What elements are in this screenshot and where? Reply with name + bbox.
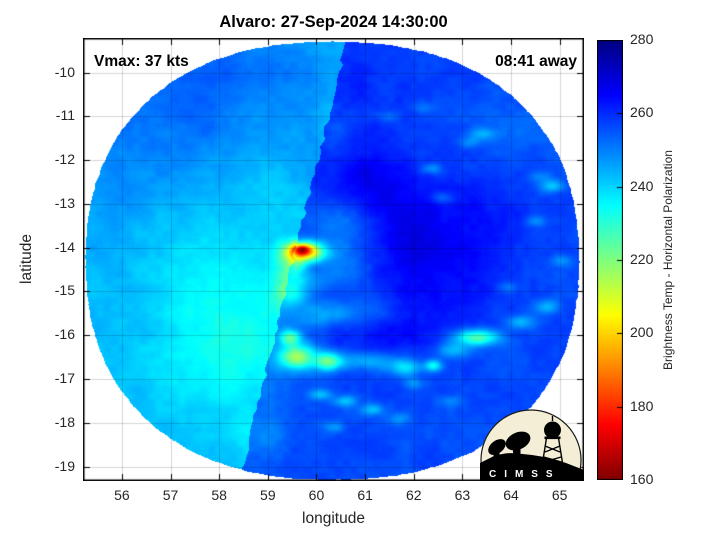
cimss-logo: C I M S S	[480, 409, 584, 481]
colorbar-tick-label: 260	[630, 104, 654, 121]
y-tick-label: -11	[55, 107, 75, 124]
y-tick-label: -16	[54, 326, 75, 343]
x-tick-label: 57	[162, 487, 179, 503]
x-tick-label: 61	[357, 487, 373, 503]
y-tick-label: -15	[54, 282, 75, 299]
time-away-annotation: 08:41 away	[495, 53, 577, 70]
x-tick-label: 62	[405, 487, 422, 503]
y-tick-label: -13	[54, 194, 75, 211]
x-tick-label: 56	[114, 487, 130, 503]
colorbar-tick-label: 200	[630, 324, 654, 341]
colorbar-tick-label: 280	[630, 31, 654, 47]
colorbar-tick-label: 220	[630, 251, 654, 267]
satellite-dish-icon	[488, 431, 531, 459]
logo-text: C I M S S	[489, 469, 555, 480]
x-tick-label: 60	[308, 487, 325, 503]
vmax-annotation: Vmax: 37 kts	[94, 53, 189, 70]
x-tick-label: 65	[551, 487, 568, 503]
y-tick-label: -10	[54, 63, 75, 80]
brightness-temp-map	[83, 38, 584, 481]
y-tick-label: -19	[54, 457, 75, 474]
water-tower-platform	[544, 436, 561, 440]
page-title: Alvaro: 27-Sep-2024 14:30:00	[219, 13, 448, 31]
y-tick-label: -17	[54, 370, 75, 386]
y-tick-label: -12	[54, 151, 75, 168]
colorbar-tick-label: 160	[630, 471, 654, 487]
logo-hill	[480, 453, 584, 481]
colorbar-tick-label: 180	[630, 397, 654, 414]
x-tick-label: 63	[454, 487, 471, 503]
x-axis-label: longitude	[302, 510, 365, 527]
x-tick-label: 58	[211, 487, 227, 503]
colorbar	[597, 40, 623, 480]
y-tick-label: -14	[54, 238, 75, 255]
x-tick-label: 59	[260, 487, 276, 503]
x-tick-label: 64	[503, 487, 519, 503]
water-tower-ball	[544, 421, 561, 439]
colorbar-tick-label: 240	[630, 177, 654, 194]
y-tick-label: -18	[54, 413, 75, 430]
